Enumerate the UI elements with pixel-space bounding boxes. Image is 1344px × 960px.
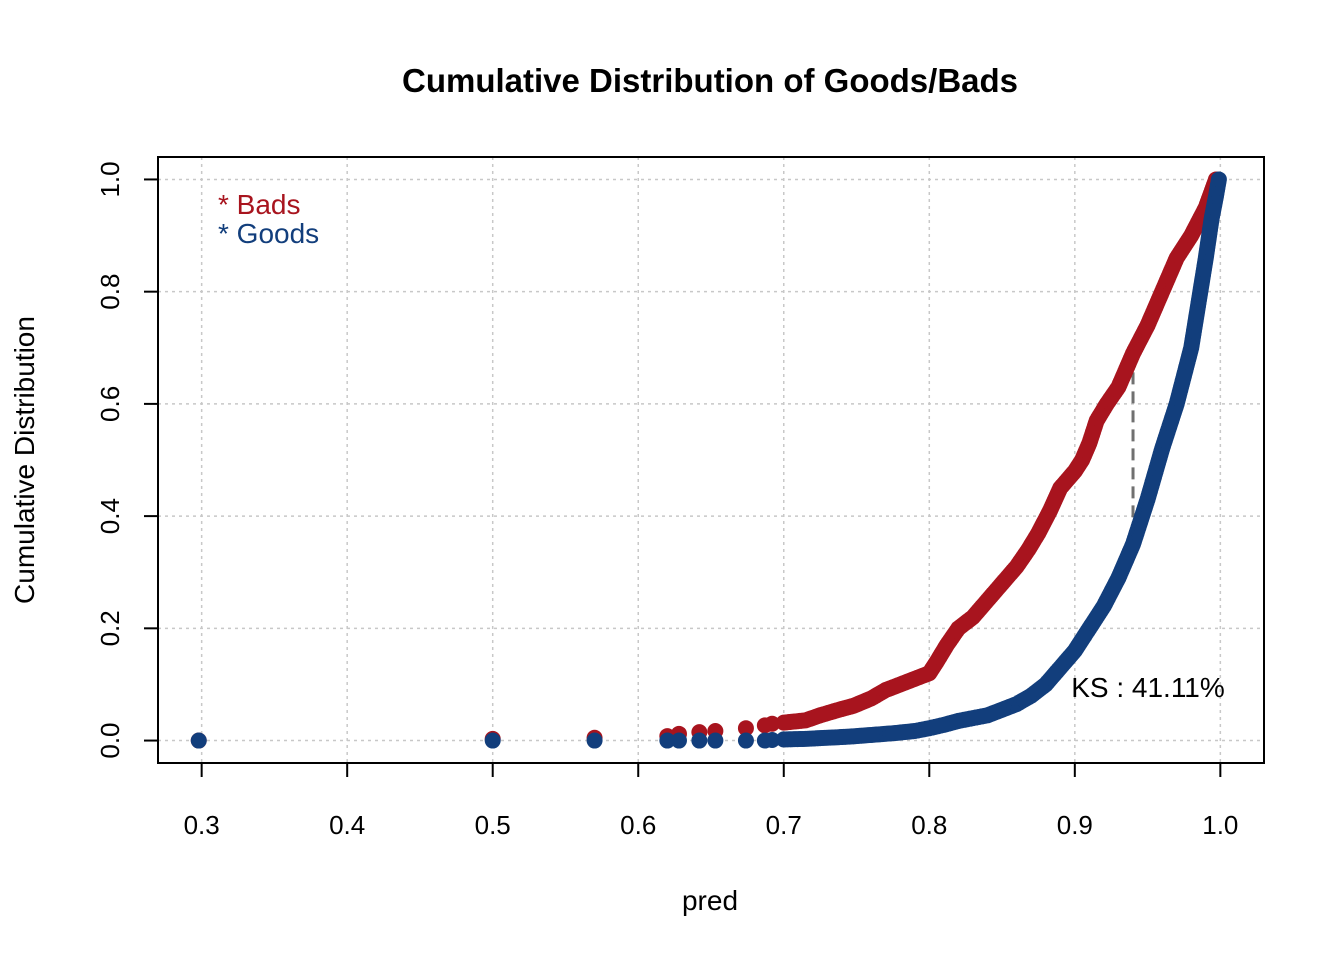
y-tick-label-2: 0.4 bbox=[95, 498, 125, 534]
x-tick-label-7: 1.0 bbox=[1202, 810, 1238, 840]
y-tick-label-0: 0.0 bbox=[95, 722, 125, 758]
point-goods-6 bbox=[707, 732, 724, 749]
x-tick-label-6: 0.9 bbox=[1057, 810, 1093, 840]
x-tick-label-2: 0.5 bbox=[475, 810, 511, 840]
y-tick-label-1: 0.2 bbox=[95, 610, 125, 646]
series-points bbox=[190, 171, 1227, 749]
x-axis-label: pred bbox=[682, 885, 738, 916]
legend-item-goods: * Goods bbox=[218, 218, 319, 249]
chart-title: Cumulative Distribution of Goods/Bads bbox=[402, 62, 1018, 99]
legend: * Bads * Goods bbox=[218, 189, 319, 249]
legend-item-bads: * Bads bbox=[218, 189, 301, 220]
series-bads bbox=[190, 171, 1224, 749]
ks-annotation: KS : 41.11% bbox=[1071, 672, 1225, 703]
x-tick-label-0: 0.3 bbox=[184, 810, 220, 840]
x-tick-label-5: 0.8 bbox=[911, 810, 947, 840]
series-goods bbox=[190, 171, 1227, 749]
y-tick-label-5: 1.0 bbox=[95, 161, 125, 197]
y-tick-label-4: 0.8 bbox=[95, 274, 125, 310]
point-goods-9 bbox=[764, 731, 781, 748]
y-tick-label-3: 0.6 bbox=[95, 386, 125, 422]
x-tick-label-3: 0.6 bbox=[620, 810, 656, 840]
point-goods-5 bbox=[691, 732, 708, 749]
y-axis-label: Cumulative Distribution bbox=[9, 316, 40, 604]
x-axis: 0.3 0.4 0.5 0.6 0.7 0.8 0.9 1.0 bbox=[184, 762, 1238, 840]
y-axis: 0.0 0.2 0.4 0.6 0.8 1.0 bbox=[95, 161, 158, 759]
point-goods-40 bbox=[1210, 171, 1227, 188]
point-goods-4 bbox=[670, 732, 687, 749]
x-tick-label-1: 0.4 bbox=[329, 810, 365, 840]
point-goods-1 bbox=[484, 732, 501, 749]
point-goods-0 bbox=[190, 732, 207, 749]
x-tick-label-4: 0.7 bbox=[766, 810, 802, 840]
point-goods-2 bbox=[586, 732, 603, 749]
point-bads-7 bbox=[737, 720, 754, 737]
point-bads-9 bbox=[764, 715, 781, 732]
point-goods-3 bbox=[659, 732, 676, 749]
point-goods-7 bbox=[737, 732, 754, 749]
